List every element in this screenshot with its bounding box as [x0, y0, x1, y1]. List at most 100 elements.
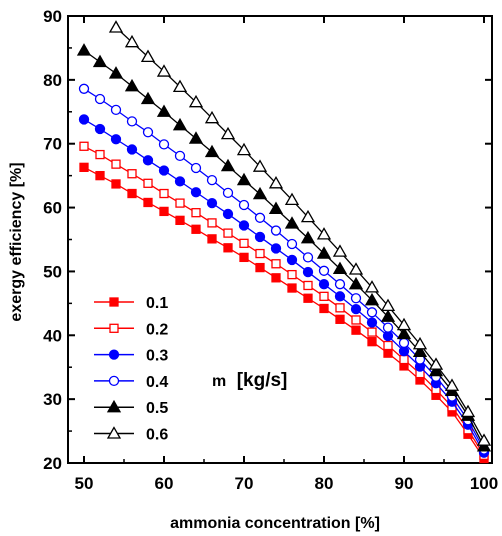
data-point — [111, 179, 121, 189]
data-point — [95, 170, 105, 181]
data-point — [287, 283, 297, 293]
data-point — [380, 298, 396, 312]
legend-marker — [106, 399, 122, 413]
data-point — [207, 234, 217, 244]
data-point — [238, 199, 250, 211]
x-axis-ticks: 50 60 70 80 90 100 — [75, 16, 498, 493]
data-point — [79, 162, 89, 172]
data-point — [142, 155, 154, 166]
data-point — [222, 187, 234, 199]
data-point — [110, 104, 122, 116]
data-point — [382, 322, 394, 333]
data-point — [319, 303, 329, 314]
data-point — [270, 225, 282, 236]
data-point — [175, 198, 185, 208]
data-point — [254, 231, 266, 243]
data-point — [398, 337, 410, 349]
legend-marker — [108, 349, 120, 360]
data-point — [78, 114, 90, 125]
x-tick-label: 70 — [235, 474, 254, 493]
data-point — [175, 215, 185, 225]
data-point — [223, 243, 233, 253]
data-point — [188, 94, 204, 108]
data-point — [159, 188, 169, 199]
data-point — [287, 269, 297, 280]
data-point — [140, 91, 156, 105]
data-point — [204, 110, 220, 124]
x-tick-label: 50 — [75, 474, 94, 493]
series-0.3 — [78, 114, 490, 458]
data-point — [303, 293, 313, 303]
data-point — [351, 325, 361, 335]
data-point — [460, 404, 476, 418]
data-point — [108, 20, 124, 33]
data-point — [204, 144, 220, 158]
data-point — [284, 216, 300, 229]
series-line — [83, 145, 485, 456]
legend-label: 0.6 — [146, 427, 168, 444]
data-point — [239, 252, 249, 263]
x-tick-label: 60 — [155, 474, 174, 493]
data-point — [348, 276, 364, 290]
data-point — [428, 363, 444, 377]
x-tick-label: 80 — [315, 474, 334, 493]
legend: 0.1 0.2 0.3 0.4 0.5 0.6 — [94, 295, 168, 444]
data-point — [95, 149, 105, 160]
data-point — [319, 291, 329, 301]
data-point — [223, 228, 233, 238]
data-point — [316, 227, 332, 240]
data-point — [383, 340, 393, 351]
data-point — [158, 139, 170, 150]
data-point — [127, 188, 137, 199]
data-point — [412, 344, 428, 358]
data-point — [268, 175, 284, 189]
series-line — [115, 27, 485, 441]
legend-label: 0.5 — [146, 400, 168, 417]
data-point — [444, 378, 460, 391]
data-point — [350, 293, 362, 304]
series-layer — [76, 20, 492, 464]
y-tick-label: 30 — [43, 390, 62, 409]
series-0.6 — [108, 20, 492, 446]
y-tick-label: 40 — [43, 326, 62, 345]
data-point — [126, 144, 138, 155]
data-point — [140, 49, 156, 63]
data-point — [316, 246, 332, 259]
data-point — [382, 330, 394, 342]
data-point — [366, 317, 378, 328]
data-point — [191, 224, 201, 234]
legend-item-0.3: 0.3 — [94, 348, 168, 365]
legend-item-0.4: 0.4 — [94, 374, 168, 391]
data-point — [399, 354, 409, 365]
legend-marker — [108, 375, 120, 387]
legend-label: 0.4 — [146, 374, 168, 391]
data-point — [335, 303, 345, 313]
data-point — [188, 131, 204, 144]
legend-title: m [kg/s] — [212, 370, 287, 391]
data-point — [190, 162, 202, 174]
data-point — [367, 327, 377, 337]
data-point — [412, 336, 428, 350]
legend-label: 0.1 — [146, 295, 168, 312]
legend-item-0.2: 0.2 — [94, 321, 168, 338]
data-point — [254, 212, 266, 223]
data-point — [236, 142, 252, 156]
data-point — [300, 230, 316, 244]
data-point — [255, 262, 265, 273]
data-point — [332, 261, 348, 275]
series-line — [83, 118, 485, 454]
legend-label: 0.3 — [146, 348, 168, 365]
data-point — [206, 174, 218, 186]
data-point — [255, 248, 265, 259]
data-point — [271, 273, 281, 283]
data-point — [302, 252, 314, 263]
data-point — [78, 83, 90, 94]
data-point — [172, 117, 188, 131]
legend-item-0.1: 0.1 — [94, 295, 168, 312]
data-point — [79, 141, 89, 151]
data-point — [126, 116, 138, 127]
data-point — [334, 279, 346, 290]
data-point — [428, 357, 444, 370]
y-tick-label: 90 — [43, 7, 62, 26]
legend-item-0.6: 0.6 — [94, 426, 168, 444]
